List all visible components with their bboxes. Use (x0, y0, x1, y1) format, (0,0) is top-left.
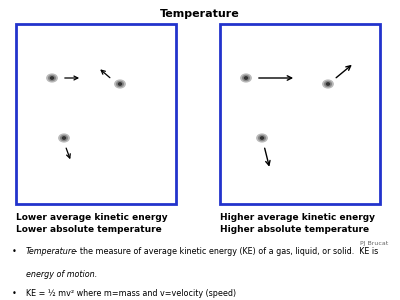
Circle shape (59, 134, 69, 142)
Text: Lower average kinetic energy
Lower absolute temperature: Lower average kinetic energy Lower absol… (16, 213, 168, 235)
FancyBboxPatch shape (16, 24, 176, 204)
Text: - the measure of average kinetic energy (KE) of a gas, liquid, or solid.  KE is: - the measure of average kinetic energy … (72, 248, 378, 256)
Circle shape (49, 76, 55, 80)
Circle shape (243, 76, 249, 80)
Text: KE = ½ mv² where m=mass and v=velocity (speed): KE = ½ mv² where m=mass and v=velocity (… (26, 290, 236, 298)
Circle shape (257, 134, 267, 142)
Circle shape (323, 80, 333, 88)
Circle shape (325, 82, 331, 86)
Circle shape (117, 82, 123, 86)
FancyBboxPatch shape (220, 24, 380, 204)
Circle shape (260, 137, 264, 139)
Text: Temperature: Temperature (26, 248, 77, 256)
Circle shape (62, 137, 66, 139)
Circle shape (241, 74, 251, 82)
Circle shape (47, 74, 57, 82)
Text: Temperature: Temperature (160, 9, 240, 19)
Text: energy of motion.: energy of motion. (26, 270, 97, 279)
Circle shape (115, 80, 125, 88)
Circle shape (326, 83, 330, 85)
Text: PJ Brucat: PJ Brucat (360, 242, 388, 247)
Circle shape (244, 77, 248, 79)
Text: •: • (12, 290, 17, 298)
Circle shape (61, 136, 67, 140)
Text: •: • (12, 248, 17, 256)
Circle shape (118, 83, 122, 85)
Circle shape (50, 77, 54, 79)
Text: Higher average kinetic energy
Higher absolute temperature: Higher average kinetic energy Higher abs… (220, 213, 375, 235)
Circle shape (259, 136, 265, 140)
